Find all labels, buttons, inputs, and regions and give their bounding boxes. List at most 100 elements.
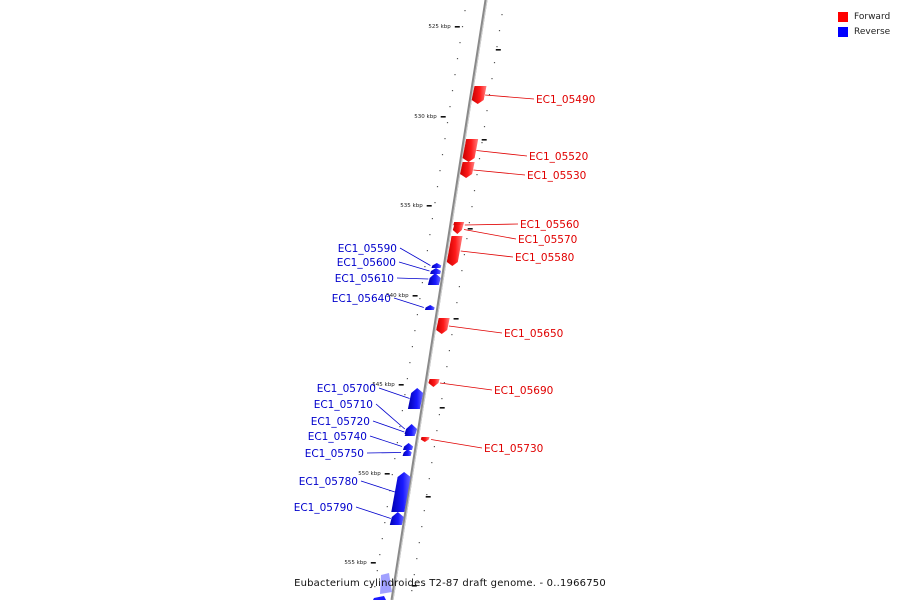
major-tick-right xyxy=(481,139,487,141)
gene-leader-line xyxy=(485,94,535,100)
tick-label: 530 kbp xyxy=(414,114,437,120)
tick-label: 525 kbp xyxy=(428,24,451,30)
minor-tick-right xyxy=(488,94,491,96)
minor-tick-right xyxy=(468,222,470,224)
minor-tick-right xyxy=(426,494,428,496)
forward-gene xyxy=(452,225,464,234)
gene-leader-line xyxy=(375,403,406,430)
gene-leader-line xyxy=(369,435,403,447)
minor-tick-left xyxy=(399,426,401,428)
minor-tick-left xyxy=(414,330,416,332)
gene-label: EC1_05600 xyxy=(337,257,396,269)
minor-tick-left xyxy=(424,266,426,268)
gene-label: EC1_05750 xyxy=(305,448,364,460)
gene-label: EC1_05640 xyxy=(332,293,391,305)
legend-forward-label: Forward xyxy=(854,11,891,22)
gene-leader-line xyxy=(399,247,431,266)
minor-tick-left xyxy=(449,106,451,108)
reverse-gene xyxy=(403,443,414,450)
minor-tick-right xyxy=(418,542,420,544)
reverse-gene xyxy=(402,449,412,456)
gene-features xyxy=(373,86,487,600)
minor-tick-right xyxy=(466,238,468,240)
minor-tick-left xyxy=(461,26,464,28)
gene-label: EC1_05720 xyxy=(311,416,370,428)
reverse-gene xyxy=(404,428,416,436)
major-tick-right xyxy=(453,318,459,320)
forward-gene xyxy=(420,437,430,442)
reverse-gene xyxy=(431,263,442,268)
minor-tick-left xyxy=(459,42,461,44)
minor-tick-right xyxy=(491,78,493,80)
major-tick-right xyxy=(495,49,501,51)
minor-tick-right xyxy=(501,14,503,16)
minor-tick-right xyxy=(496,46,498,48)
minor-tick-right xyxy=(436,430,438,432)
minor-tick-left xyxy=(409,362,411,364)
minor-tick-right xyxy=(433,446,435,448)
minor-tick-left xyxy=(421,282,423,284)
major-tick-left xyxy=(454,26,460,28)
minor-tick-left xyxy=(391,474,393,476)
reverse-gene xyxy=(373,596,386,600)
gene-label: EC1_05530 xyxy=(527,170,586,182)
minor-tick-left xyxy=(451,90,454,92)
minor-tick-left xyxy=(456,58,459,60)
minor-tick-left xyxy=(379,554,381,556)
gene-leader-line xyxy=(463,229,517,240)
legend-reverse: Reverse xyxy=(838,24,890,39)
gene-leader-line xyxy=(439,382,493,391)
minor-tick-left xyxy=(419,298,421,300)
gene-leader-line xyxy=(393,297,424,308)
minor-tick-right xyxy=(483,126,486,128)
minor-tick-right xyxy=(463,254,465,256)
gene-label: EC1_05580 xyxy=(515,252,574,264)
gene-label: EC1_05780 xyxy=(299,476,358,488)
tick-label: 535 kbp xyxy=(400,203,423,209)
minor-tick-left xyxy=(401,410,403,412)
major-tick-left xyxy=(412,295,418,297)
gene-leader-line xyxy=(366,452,402,454)
forward-gene xyxy=(460,162,475,178)
minor-tick-right xyxy=(456,302,458,304)
minor-tick-right xyxy=(446,366,448,368)
minor-tick-left xyxy=(406,378,408,380)
minor-tick-right xyxy=(493,62,496,64)
minor-tick-right xyxy=(498,30,501,32)
minor-tick-left xyxy=(386,506,388,508)
minor-tick-left xyxy=(384,522,386,524)
gene-label: EC1_05710 xyxy=(314,399,373,411)
reverse-gene xyxy=(391,472,411,512)
major-tick-right xyxy=(439,407,445,409)
minor-tick-right xyxy=(423,510,425,512)
major-tick-right xyxy=(467,228,473,230)
minor-tick-right xyxy=(416,558,418,560)
minor-tick-left xyxy=(426,250,428,252)
minor-tick-left xyxy=(436,186,439,188)
major-tick-left xyxy=(384,473,390,475)
major-tick-left xyxy=(426,205,432,207)
gene-leader-line xyxy=(398,261,430,272)
minor-tick-left xyxy=(411,346,413,348)
major-tick-left xyxy=(370,562,376,564)
gene-label: EC1_05650 xyxy=(504,328,563,340)
minor-tick-left xyxy=(454,74,456,76)
minor-tick-right xyxy=(451,334,453,336)
minor-tick-left xyxy=(446,122,449,124)
minor-tick-left xyxy=(444,138,446,140)
tick-label: 555 kbp xyxy=(344,560,367,566)
gene-label: EC1_05790 xyxy=(294,502,353,514)
gene-leader-line xyxy=(448,325,503,334)
minor-tick-right xyxy=(448,350,450,352)
minor-tick-left xyxy=(434,202,436,204)
minor-tick-right xyxy=(438,414,440,416)
minor-ticks xyxy=(374,10,503,592)
gene-label: EC1_05490 xyxy=(536,94,595,106)
forward-gene xyxy=(428,379,440,387)
tick-label: 550 kbp xyxy=(358,471,381,477)
reverse-gene xyxy=(407,388,424,409)
minor-tick-right xyxy=(476,174,478,176)
minor-tick-left xyxy=(374,586,376,588)
minor-tick-right xyxy=(421,526,423,528)
